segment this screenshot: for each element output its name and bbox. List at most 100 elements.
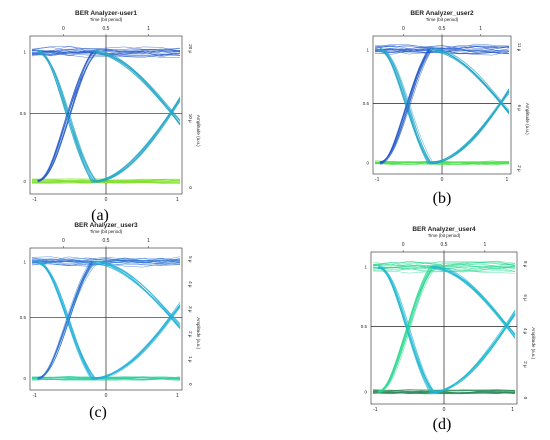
- rising-edge-trace: [430, 89, 510, 164]
- panel-title: BER Analyzer-user1: [75, 10, 137, 17]
- left-tick-label: 0.5: [363, 101, 370, 106]
- top-tick-label: 0.5: [441, 242, 448, 248]
- time-axis-label: Time (bit period): [428, 233, 461, 238]
- falling-edge-trace: [379, 49, 431, 162]
- panel-b: BER Analyzer_user2 Time (bit period) 0 0.5 1…: [355, 6, 535, 186]
- panel-c: BER Analyzer_user3 Time (bit period) 0 0.5 1…: [8, 222, 208, 402]
- upper-rail-trace: [31, 46, 181, 52]
- caption-d: (d): [432, 416, 452, 433]
- bottom-tick-label: 0: [441, 177, 444, 183]
- falling-edge-trace: [94, 52, 181, 125]
- rising-edge-trace: [37, 50, 95, 181]
- right-tick-label: 0: [523, 397, 528, 400]
- amplitude-axis-label: Amplitude (a.u.): [196, 317, 201, 349]
- falling-edge-trace: [91, 262, 181, 329]
- upper-rail-trace: [31, 258, 181, 263]
- bottom-tick-label: 1: [176, 197, 179, 203]
- lower-rail-trace: [374, 163, 510, 166]
- lower-rail-trace: [374, 161, 510, 164]
- top-tick-label: 1: [479, 26, 482, 32]
- top-tick-label: 0: [402, 26, 405, 32]
- lower-rail-trace: [31, 376, 181, 379]
- top-tick-label: 0: [402, 242, 405, 248]
- caption-b: (b): [432, 190, 452, 207]
- falling-edge-trace: [378, 266, 436, 393]
- falling-edge-trace: [379, 51, 432, 164]
- falling-edge-trace: [430, 265, 516, 335]
- left-tick-label: 0.5: [20, 111, 27, 116]
- lower-rail-trace: [372, 391, 516, 394]
- amplitude-axis-label: Amplitude (a.u.): [525, 103, 530, 135]
- falling-edge-trace: [91, 51, 181, 121]
- lower-rail-trace: [374, 160, 510, 164]
- panel-title: BER Analyzer_user4: [412, 226, 476, 233]
- falling-edge-trace: [379, 51, 431, 165]
- rising-edge-trace: [378, 268, 436, 393]
- falling-edge-trace: [37, 263, 93, 379]
- panel-title: BER Analyzer_user2: [410, 10, 474, 17]
- right-tick-label: 2 μ: [523, 361, 528, 368]
- right-tick-label: 6 μ: [517, 105, 522, 112]
- upper-rail-trace: [374, 46, 510, 52]
- lower-rail-trace: [372, 390, 516, 394]
- falling-edge-trace: [90, 262, 181, 329]
- top-tick-label: 0: [62, 238, 65, 244]
- lower-rail-trace: [31, 181, 181, 184]
- falling-edge-trace: [37, 50, 92, 182]
- bottom-tick-label: -1: [32, 197, 37, 203]
- rising-edge-trace: [378, 268, 435, 393]
- top-tick-label: 1: [483, 242, 486, 248]
- falling-edge-trace: [430, 50, 510, 114]
- rising-edge-trace: [379, 49, 431, 162]
- panel-a: BER Analyzer-user1 Time (bit period) 0 0.5 1…: [8, 6, 208, 206]
- bottom-tick-label: 0: [443, 407, 446, 413]
- falling-edge-trace: [37, 51, 95, 182]
- right-tick-label: 11 μ: [517, 43, 522, 52]
- panel-title: BER Analyzer_user3: [74, 222, 138, 229]
- upper-rail-trace: [31, 48, 181, 54]
- falling-edge-trace: [433, 49, 510, 113]
- upper-rail-trace: [31, 257, 181, 263]
- upper-rail-trace: [372, 269, 516, 274]
- rising-edge-trace: [92, 100, 181, 181]
- top-tick-label: 0.5: [103, 238, 110, 244]
- left-tick-label: 0: [23, 376, 26, 381]
- right-tick-label: 20 μ: [188, 44, 193, 53]
- left-tick-label: 1: [23, 260, 26, 265]
- lower-rail-trace: [372, 392, 516, 394]
- bottom-tick-label: 1: [176, 393, 179, 399]
- top-tick-label: 0.5: [103, 26, 110, 32]
- bottom-tick-label: -1: [375, 177, 380, 183]
- right-tick-label: 1 μ: [188, 356, 193, 363]
- falling-edge-trace: [379, 48, 429, 165]
- right-tick-label: 8 μ: [523, 261, 528, 268]
- right-tick-label: 4 μ: [188, 281, 193, 288]
- right-tick-label: 2 μ: [517, 165, 522, 172]
- rising-edge-trace: [37, 260, 92, 379]
- left-tick-label: 0: [366, 160, 369, 165]
- bottom-tick-label: -1: [373, 407, 378, 413]
- bottom-tick-label: 1: [505, 177, 508, 183]
- time-axis-label: Time (bit period): [90, 17, 123, 22]
- left-tick-label: 1: [364, 265, 367, 270]
- falling-edge-trace: [435, 266, 516, 339]
- upper-rail-trace: [372, 262, 516, 268]
- lower-rail-trace: [31, 377, 181, 381]
- upper-rail-trace: [372, 260, 516, 267]
- rising-edge-trace: [91, 307, 181, 381]
- bottom-tick-label: -1: [32, 393, 37, 399]
- rising-edge-trace: [435, 313, 516, 391]
- falling-edge-trace: [379, 49, 431, 163]
- left-tick-label: 0.5: [361, 324, 368, 329]
- rising-edge-trace: [378, 267, 431, 392]
- caption-a: (a): [91, 207, 109, 224]
- upper-rail-trace: [374, 44, 510, 49]
- upper-rail-trace: [31, 48, 181, 53]
- rising-edge-trace: [379, 48, 431, 164]
- rising-edge-trace: [434, 310, 516, 394]
- rising-edge-trace: [37, 260, 93, 378]
- upper-rail-trace: [372, 265, 516, 269]
